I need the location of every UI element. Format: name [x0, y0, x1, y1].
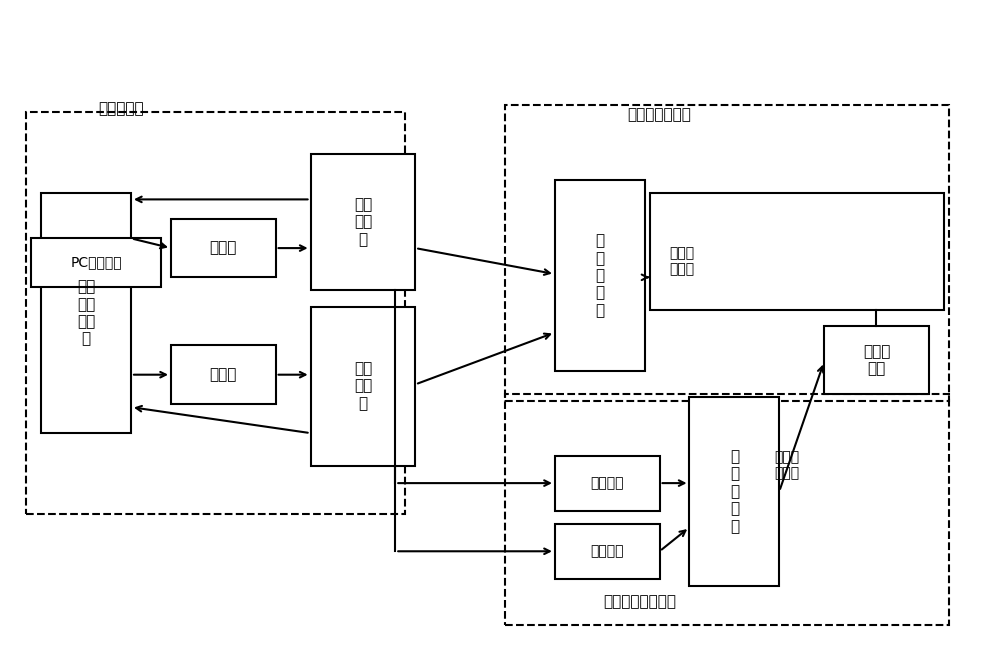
Text: 电流标准: 电流标准 — [590, 544, 624, 559]
Text: 被检脉
冲信号: 被检脉 冲信号 — [670, 246, 695, 276]
Text: 升压器: 升压器 — [210, 241, 237, 256]
Text: 误差处
理器: 误差处 理器 — [863, 344, 890, 376]
Text: 电压
传感
器: 电压 传感 器 — [354, 197, 372, 247]
FancyBboxPatch shape — [31, 239, 161, 287]
FancyBboxPatch shape — [555, 456, 660, 511]
FancyBboxPatch shape — [689, 398, 779, 585]
FancyBboxPatch shape — [555, 180, 645, 372]
Text: 电流
传感
器: 电流 传感 器 — [354, 361, 372, 411]
Text: 高
压
电
能
表: 高 压 电 能 表 — [595, 233, 604, 318]
Text: 被检高压电能表: 被检高压电能表 — [628, 108, 691, 123]
FancyBboxPatch shape — [311, 306, 415, 466]
Text: 标
准
电
能
表: 标 准 电 能 表 — [730, 449, 739, 534]
Text: PC控制系统: PC控制系统 — [70, 256, 122, 270]
FancyBboxPatch shape — [311, 154, 415, 290]
Text: 标准电能计量系统: 标准电能计量系统 — [603, 595, 676, 610]
Text: 低压
三相
功率
源: 低压 三相 功率 源 — [77, 280, 95, 347]
FancyBboxPatch shape — [650, 193, 944, 310]
FancyBboxPatch shape — [171, 219, 276, 277]
Text: 标准脉
冲信号: 标准脉 冲信号 — [774, 451, 799, 481]
FancyBboxPatch shape — [824, 326, 929, 394]
FancyBboxPatch shape — [171, 346, 276, 404]
FancyBboxPatch shape — [41, 193, 131, 433]
FancyBboxPatch shape — [555, 524, 660, 579]
Text: 升流器: 升流器 — [210, 367, 237, 382]
Text: 电压标准: 电压标准 — [590, 477, 624, 490]
Text: 高压功率源: 高压功率源 — [98, 101, 144, 116]
